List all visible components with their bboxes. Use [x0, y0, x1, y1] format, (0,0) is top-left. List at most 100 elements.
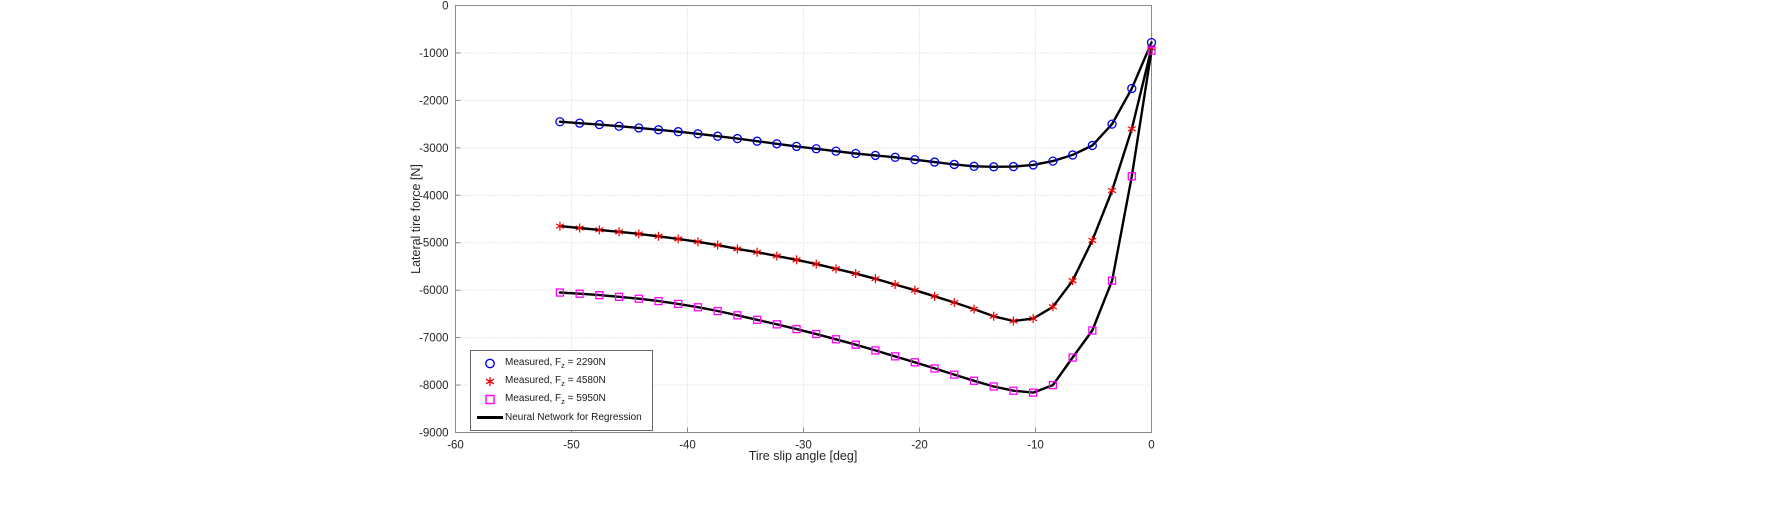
- regression-line: [558, 41, 1153, 168]
- measured-point-square: [674, 299, 683, 309]
- measured-point-asterisk: [614, 229, 624, 235]
- measured-point-asterisk: [792, 257, 801, 263]
- measured-point-square: [772, 320, 781, 329]
- measured-point-circle: [1087, 140, 1097, 151]
- regression-line: [558, 49, 1153, 394]
- measured-point-circle: [574, 118, 585, 128]
- measured-point-square: [654, 296, 663, 306]
- measured-point-asterisk: [634, 231, 643, 237]
- measured-point-circle: [851, 148, 861, 159]
- measured-point-square: [871, 346, 880, 355]
- measured-point-square: [989, 382, 998, 391]
- y-tick-label: -8000: [419, 380, 448, 392]
- measured-point-asterisk: [812, 261, 821, 267]
- measured-point-square: [792, 324, 801, 334]
- legend-item-2290: Measured, Fz = 2290N: [475, 356, 642, 371]
- measured-point-square: [1127, 172, 1136, 181]
- y-tick-label: -7000: [419, 333, 448, 345]
- y-tick-label: -4000: [419, 190, 448, 202]
- measured-point-circle: [910, 155, 920, 165]
- regression-line: [558, 47, 1153, 323]
- measured-point-square: [1147, 46, 1156, 55]
- measured-point-asterisk: [595, 227, 604, 233]
- measured-point-asterisk: [831, 266, 841, 272]
- measured-point-asterisk: [851, 270, 860, 277]
- measured-point-asterisk: [1009, 318, 1018, 324]
- measured-point-asterisk: [890, 281, 900, 288]
- measured-point-circle: [791, 141, 802, 152]
- measured-point-circle: [752, 136, 762, 146]
- measured-point-square: [713, 306, 722, 316]
- measured-point-circle: [989, 162, 999, 172]
- y-tick-label: -3000: [419, 143, 448, 155]
- x-tick-label: -10: [1027, 440, 1044, 452]
- measured-point-square: [1107, 276, 1117, 285]
- measured-point-circle: [713, 131, 723, 141]
- measured-point-asterisk: [930, 293, 939, 300]
- legend-item-5950: Measured, Fz = 5950N: [475, 392, 642, 407]
- measured-point-circle: [594, 119, 604, 130]
- y-tick-label: -5000: [419, 238, 448, 250]
- measured-point-circle: [634, 123, 644, 133]
- y-tick-label: -6000: [419, 285, 448, 297]
- measured-point-square: [890, 352, 900, 361]
- measured-point-square: [693, 303, 703, 312]
- measured-point-square: [634, 294, 643, 303]
- measured-point-circle: [1067, 150, 1078, 160]
- legend-label: Measured, Fz = 4580N: [505, 375, 606, 388]
- x-tick-label: -20: [911, 440, 928, 452]
- measured-point-square: [831, 335, 841, 344]
- measured-point-square: [1009, 386, 1018, 395]
- measured-point-circle: [1107, 119, 1117, 129]
- measured-point-circle: [811, 144, 821, 154]
- measured-point-circle: [1127, 83, 1137, 94]
- measured-point-circle: [673, 127, 683, 137]
- measured-point-circle: [732, 133, 743, 144]
- measured-point-square: [614, 292, 624, 301]
- measured-point-asterisk: [871, 276, 880, 282]
- x-tick-label: -60: [447, 440, 464, 452]
- measured-point-square: [733, 311, 742, 320]
- measured-point-asterisk: [713, 242, 722, 248]
- measured-point-asterisk: [950, 299, 959, 306]
- measured-point-circle: [1028, 160, 1038, 170]
- measured-point-square: [752, 315, 762, 324]
- measured-point-square: [950, 370, 959, 379]
- measured-point-square: [1029, 388, 1038, 397]
- measured-point-square: [851, 340, 860, 349]
- measured-point-circle: [929, 157, 940, 167]
- x-tick-label: -30: [795, 440, 812, 452]
- measured-point-circle: [772, 139, 782, 149]
- measured-point-square: [969, 376, 979, 385]
- measured-point-asterisk: [654, 233, 663, 240]
- measured-point-circle: [949, 159, 959, 170]
- measured-point-square: [930, 364, 939, 373]
- measured-point-square: [575, 289, 584, 298]
- measured-point-circle: [1048, 156, 1058, 166]
- measured-point-asterisk: [772, 253, 782, 259]
- measured-point-square: [910, 358, 920, 367]
- legend-label: Measured, Fz = 5950N: [505, 393, 606, 406]
- x-axis-label: Tire slip angle [deg]: [748, 449, 858, 463]
- legend-label: Measured, Fz = 2290N: [505, 357, 606, 370]
- line-marker-icon: [475, 411, 505, 424]
- square-marker-icon: [475, 393, 505, 406]
- measured-point-asterisk: [1068, 277, 1077, 284]
- measured-point-circle: [831, 146, 841, 156]
- measured-point-square: [1068, 353, 1077, 362]
- measured-point-circle: [969, 161, 979, 171]
- legend-item-regression: Neural Network for Regression: [475, 410, 642, 425]
- y-tick-label: -2000: [419, 95, 448, 107]
- y-tick-label: -1000: [419, 48, 448, 60]
- measured-point-asterisk: [1107, 187, 1117, 194]
- measured-point-asterisk: [969, 306, 979, 312]
- measured-point-square: [812, 329, 821, 339]
- y-axis-label: Lateral tire force [N]: [409, 164, 423, 274]
- measured-point-asterisk: [674, 236, 683, 242]
- measured-point-circle: [693, 129, 703, 139]
- measured-point-square: [555, 288, 565, 297]
- x-tick-label: -40: [679, 440, 696, 452]
- circle-marker-icon: [475, 357, 505, 370]
